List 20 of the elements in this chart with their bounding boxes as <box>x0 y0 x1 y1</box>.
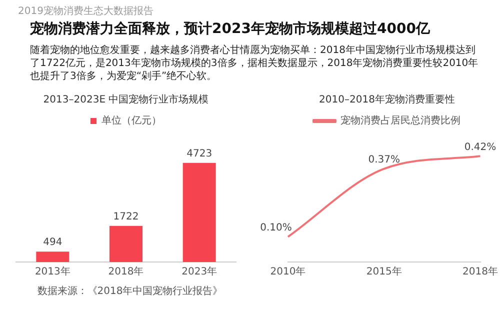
data-label: 494 <box>43 237 62 248</box>
x-tick-label: 2023年 <box>182 266 218 278</box>
x-tick-label: 2013年 <box>34 266 70 278</box>
source-note: 数据来源：《2018年中国宠物行业报告》 <box>36 284 224 298</box>
data-label: 4723 <box>186 148 212 160</box>
x-tick-label: 2018年 <box>108 266 144 278</box>
x-tick-label: 2010年 <box>270 266 306 278</box>
data-label: 0.10% <box>260 222 292 234</box>
x-tick-label: 2015年 <box>366 266 402 278</box>
chart-title: 2013–2023E 中国宠物行业市场规模 <box>43 94 209 106</box>
legend-label: 宠物消费占居民总消费比例 <box>340 114 460 127</box>
text: 随着宠物的地位愈发重要，越来越多消费者心甘情愿为宠物买单：2018年中国宠物行业市场规模达到了1722亿元，是2013年宠物市场规模的3倍多，据相关数据显示，2018年宠物消费重要性较2010年也提升了3倍多，为爱宠“剁手”绝不心软。 <box>30 44 480 83</box>
x-tick-label: 2018年 <box>462 266 498 278</box>
data-label: 0.37% <box>368 154 400 166</box>
data-label: 1722 <box>113 211 139 222</box>
text: 2019宠物消费生态大数据报告 <box>18 4 154 18</box>
chart-title: 2010–2018年宠物消费重要性 <box>319 94 455 106</box>
data-label: 0.42% <box>464 142 496 153</box>
legend-label: 单位（亿元） <box>102 114 162 127</box>
text: 宠物消费潜力全面释放，预计2023年宠物市场规模超过4000亿 <box>30 20 430 38</box>
